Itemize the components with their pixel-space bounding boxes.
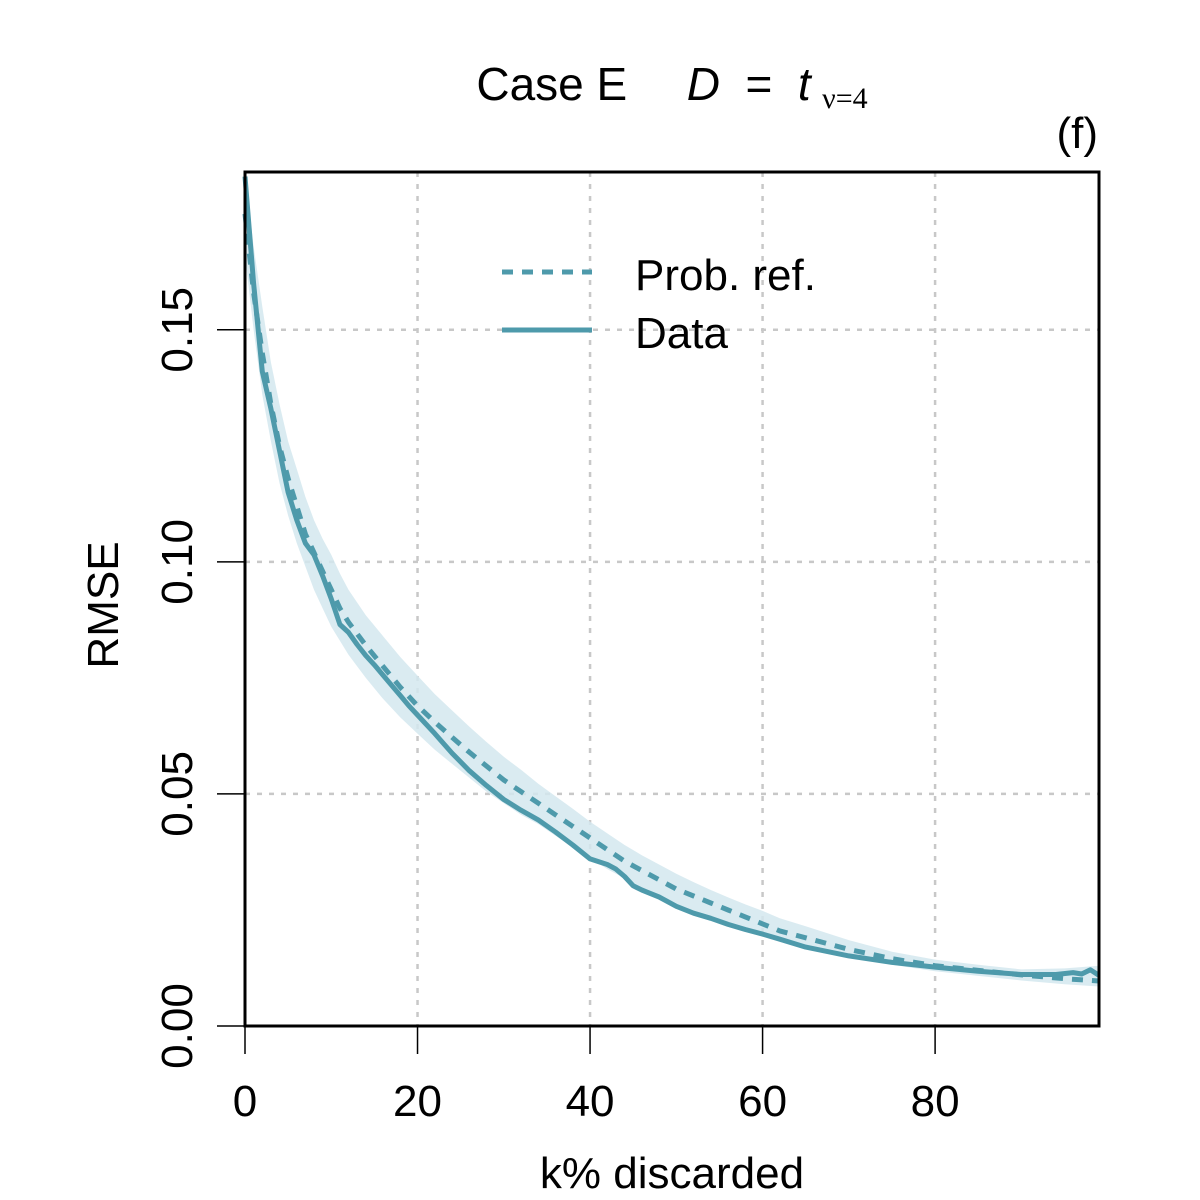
series-lines [242,176,1101,984]
x-tick-label-0: 0 [233,1077,257,1126]
title-variable: D [687,58,720,110]
panel-label: (f) [1056,109,1098,158]
y-tick-label-0.1: 0.10 [153,519,202,605]
chart-title: Case E D = t ν=4 [476,58,867,115]
legend: Prob. ref. Data [502,251,816,358]
plot-frame [243,170,1101,1028]
title-equals: = [745,58,772,110]
title-subscript: ν=4 [822,82,867,115]
legend-label-data: Data [635,309,728,358]
x-axis-label: k% discarded [540,1149,804,1198]
y-axis-label: RMSE [79,541,128,668]
x-tick-label-40: 40 [566,1077,615,1126]
series-line-data [242,176,1101,978]
y-tick-label-0.15: 0.15 [153,287,202,373]
axes [243,170,1101,1028]
x-tick-label-20: 20 [393,1077,442,1126]
title-t: t [798,58,813,110]
x-tick-label-60: 60 [738,1077,787,1126]
grid-lines [245,172,1099,1026]
x-tick-label-80: 80 [911,1077,960,1126]
y-tick-label-0: 0.00 [153,983,202,1069]
y-tick-label-0.05: 0.05 [153,751,202,837]
legend-label-prob-ref: Prob. ref. [635,251,816,300]
ticks: 0 20 40 60 80 0.00 0.05 0.10 0.15 [153,287,960,1126]
title-case: Case E [476,58,627,110]
